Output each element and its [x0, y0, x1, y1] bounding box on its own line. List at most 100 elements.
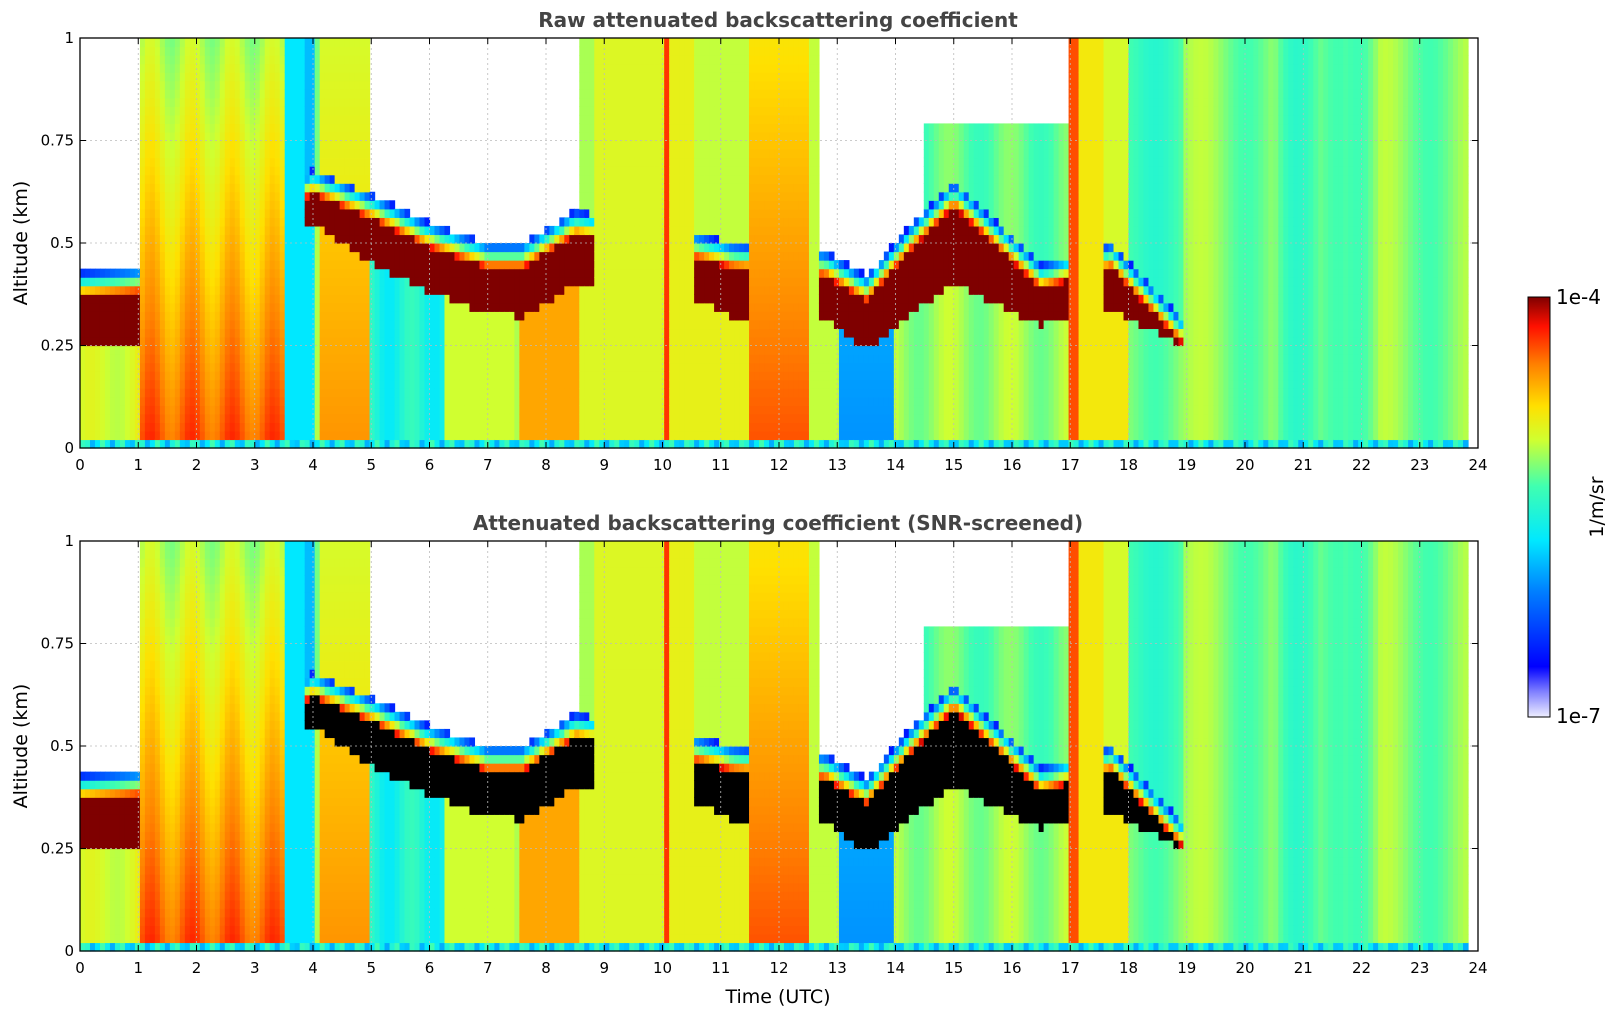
heatmap-cell [280, 311, 286, 320]
heatmap-cell [310, 354, 316, 363]
heatmap-cell [270, 123, 276, 132]
heatmap-cell [245, 354, 251, 363]
heatmap-cell [275, 183, 281, 192]
heatmap-cell [150, 149, 156, 158]
heatmap-cell [290, 123, 296, 132]
heatmap-cell [235, 260, 241, 269]
heatmap-cell [230, 328, 236, 337]
heatmap-cell [195, 209, 201, 218]
heatmap-cell [210, 72, 216, 81]
heatmap-cell [290, 243, 296, 252]
heatmap-cell [180, 414, 186, 423]
heatmap-cell [160, 38, 166, 47]
heatmap-cell [120, 277, 126, 286]
heatmap-cell [195, 47, 201, 56]
heatmap-cell [280, 337, 286, 346]
heatmap-cell [270, 234, 276, 243]
heatmap-cell [165, 388, 171, 397]
heatmap-cell [300, 123, 306, 132]
heatmap-cell [125, 431, 131, 440]
heatmap-cell [260, 55, 266, 64]
heatmap-cell [155, 431, 161, 440]
heatmap-cell [170, 388, 176, 397]
heatmap-cell [90, 439, 96, 448]
heatmap-cell [190, 422, 196, 431]
heatmap-cell [190, 260, 196, 269]
heatmap-cell [215, 303, 221, 312]
heatmap-cell [240, 243, 246, 252]
heatmap-cell [235, 141, 241, 150]
heatmap-cell [240, 192, 246, 201]
heatmap-cell [240, 64, 246, 73]
heatmap-cell [170, 98, 176, 107]
heatmap-cell [245, 439, 251, 448]
heatmap-cell [240, 149, 246, 158]
heatmap-cell [160, 183, 166, 192]
heatmap-cell [140, 414, 146, 423]
heatmap-cell [195, 123, 201, 132]
heatmap-cell [260, 89, 266, 98]
heatmap-cell [120, 363, 126, 372]
heatmap-cell [195, 269, 201, 278]
heatmap-cell [100, 328, 106, 337]
heatmap-cell [280, 388, 286, 397]
heatmap-cell [120, 286, 126, 295]
heatmap-cell [240, 269, 246, 278]
heatmap-cell [235, 47, 241, 56]
heatmap-cell [310, 286, 316, 295]
heatmap-cell [170, 252, 176, 261]
heatmap-cell [125, 397, 131, 406]
heatmap-cell [280, 115, 286, 124]
heatmap-cell [160, 294, 166, 303]
heatmap-cell [300, 149, 306, 158]
heatmap-cell [180, 47, 186, 56]
heatmap-cell [190, 226, 196, 235]
heatmap-cell [175, 183, 181, 192]
heatmap-cell [220, 294, 226, 303]
heatmap-cell [275, 38, 281, 47]
heatmap-cell [305, 337, 311, 346]
heatmap-cell [140, 149, 146, 158]
heatmap-cell [145, 132, 151, 141]
heatmap-cell [155, 311, 161, 320]
heatmap-cell [135, 431, 141, 440]
heatmap-cell [175, 158, 181, 167]
heatmap-cell [80, 380, 86, 389]
heatmap-cell [160, 269, 166, 278]
heatmap-cell [110, 354, 116, 363]
heatmap-cell [230, 183, 236, 192]
heatmap-cell [140, 405, 146, 414]
heatmap-cell [110, 439, 116, 448]
heatmap-cell [165, 405, 171, 414]
heatmap-cell [255, 337, 261, 346]
heatmap-cell [90, 422, 96, 431]
heatmap-cell [140, 422, 146, 431]
heatmap-cell [240, 371, 246, 380]
heatmap-cell [215, 354, 221, 363]
heatmap-cell [220, 354, 226, 363]
heatmap-cell [295, 414, 301, 423]
heatmap-cell [95, 363, 101, 372]
heatmap-cell [115, 311, 121, 320]
heatmap-cell [210, 209, 216, 218]
heatmap-cell [90, 371, 96, 380]
heatmap-cell [230, 439, 236, 448]
heatmap-cell [280, 422, 286, 431]
heatmap-cell [80, 286, 86, 295]
heatmap-cell [110, 363, 116, 372]
heatmap-cell [205, 123, 211, 132]
heatmap-cell [115, 363, 121, 372]
heatmap-cell [230, 106, 236, 115]
heatmap-cell [200, 149, 206, 158]
heatmap-cell [215, 269, 221, 278]
heatmap-cell [240, 47, 246, 56]
heatmap-cell [260, 166, 266, 175]
heatmap-cell [140, 363, 146, 372]
heatmap-cell [145, 277, 151, 286]
heatmap-cell [115, 354, 121, 363]
heatmap-cell [125, 277, 131, 286]
heatmap-cell [130, 439, 136, 448]
heatmap-cell [140, 209, 146, 218]
heatmap-cell [140, 200, 146, 209]
heatmap-cell [290, 55, 296, 64]
